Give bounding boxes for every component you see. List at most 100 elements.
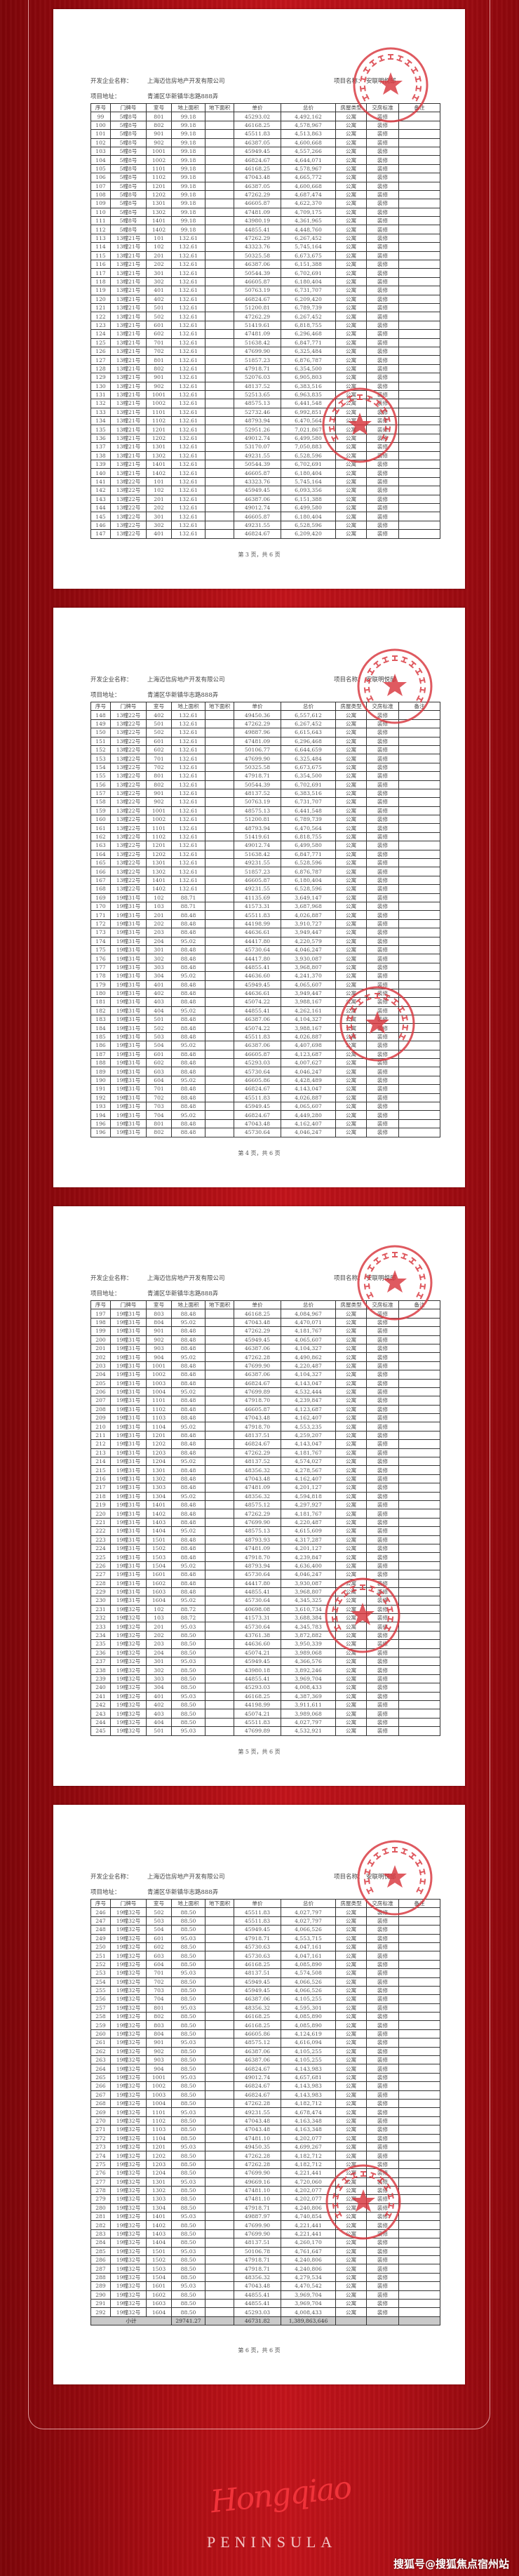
table-cell: 115 [90,251,111,261]
table-cell: 19幢31号 [110,1093,147,1102]
table-cell: 45293.03 [234,1683,281,1693]
table-cell: 公寓 [335,1370,367,1380]
table-cell: 45949.45 [234,146,281,156]
table-cell: 44855.41 [234,1674,281,1684]
table-cell: 19幢31号 [110,1110,147,1120]
table-cell: 19幢31号 [110,1448,147,1458]
table-cell: 1502 [146,1543,172,1554]
table-cell: 公寓 [335,1587,367,1597]
table-cell [205,901,234,912]
table-cell [205,502,234,513]
table-cell: 公寓 [335,459,367,469]
table-cell: 604 [146,1075,172,1086]
table-cell: 装修 [366,1361,399,1371]
logo-main-text: PENINSULA [207,2533,337,2551]
table-cell [398,1335,440,1344]
table-cell: 801 [146,2003,172,2013]
table-cell [205,1032,234,1042]
table-cell: 1402 [146,884,172,894]
table-cell: 4,574,508 [281,1968,336,1978]
table-cell: 3,968,807 [281,1587,336,1597]
table-cell: 288 [90,2272,111,2283]
table-cell: 95.03 [171,2246,205,2257]
table-cell: 6,818,755 [281,832,336,842]
table-cell: 19幢31号 [110,1352,147,1362]
table-row: 284 19幢32号 1404 88.50 48137.51 4,260,170 公寓 装修 [90,2238,440,2248]
table-cell: 19幢31号 [110,1413,147,1423]
table-cell: 88.48 [171,1500,205,1510]
table-cell: 19幢31号 [110,1032,147,1042]
table-cell: 88.50 [171,1648,205,1658]
table-cell: 46824.67 [234,294,281,305]
table-cell: 302 [146,954,172,963]
table-cell: 公寓 [335,129,367,139]
table-row: 270 19幢32号 1102 88.50 47043.48 4,163,348 公寓 装修 [90,2116,440,2126]
table-cell: 108 [90,189,111,200]
table-cell [205,1396,234,1406]
subtotal-row: 小计 29741.27 46731.82 1,389,863,646 [90,2316,440,2326]
table-cell: 公寓 [335,529,367,539]
table-cell: 100 [90,120,111,131]
address-label: 项目地址： [90,93,121,100]
table-cell: 4,181,767 [281,1448,336,1458]
table-cell: 256 [90,1994,111,2004]
table-cell: 13幢21号 [110,363,147,374]
table-cell: 303 [146,962,172,973]
table-cell: 88.50 [171,2125,205,2135]
table-row: 255 19幢32号 703 88.50 45949.45 4,066,526 公寓 装修 [90,1985,440,1996]
table-cell: 47918.71 [234,771,281,781]
table-cell: 6,702,691 [281,268,336,278]
table-cell: 153 [90,754,111,763]
table-cell: 公寓 [335,2177,367,2187]
table-cell [205,1942,234,1952]
table-cell: 185 [90,1032,111,1042]
table-cell: 109 [90,199,111,208]
table-row: 163 13幢22号 1201 132.61 49012.74 6,499,580 公寓 装修 [90,841,440,850]
table-cell: 118 [90,276,111,287]
table-cell: 156 [90,780,111,789]
table-cell: 19幢31号 [110,1309,147,1319]
table-cell: 88.48 [171,1378,205,1388]
table-cell: 装修 [366,1084,399,1094]
developer-label: 开发企业名称： [90,1275,133,1282]
table-cell [398,1717,440,1728]
table-cell: 装修 [366,1500,399,1510]
table-cell: 49012.74 [234,433,281,443]
table-cell [205,146,234,156]
column-header: 门牌号 [110,102,147,113]
table-cell [398,286,440,295]
table-cell [205,1665,234,1675]
table-cell: 装修 [366,945,399,955]
table-cell: 102 [90,138,111,147]
table-cell: 5幢8号 [110,181,147,191]
table-cell [398,1709,440,1719]
table-cell [205,2177,234,2187]
table-cell: 132.61 [171,823,205,833]
table-cell: 225 [90,1552,111,1562]
table-cell: 1101 [146,1396,172,1406]
table-cell: 124 [90,329,111,339]
table-cell [205,1413,234,1423]
table-cell: 46387.06 [234,1994,281,2004]
table-cell: 132.61 [171,797,205,807]
table-cell: 197 [90,1309,111,1319]
table-cell [398,129,440,139]
table-cell: 49231.55 [234,451,281,461]
table-cell: 公寓 [335,997,367,1007]
table-cell [398,1968,440,1978]
table-cell: 公寓 [335,1413,367,1423]
table-cell: 装修 [366,329,399,339]
table-cell: 196 [90,1119,111,1129]
table-cell: 88.50 [171,2064,205,2074]
table-cell: 装修 [366,242,399,252]
table-cell: 132.61 [171,399,205,408]
table-cell [398,1951,440,1961]
table-cell: 88.48 [171,1023,205,1033]
table-cell: 254 [90,1977,111,1987]
table-cell: 176 [90,954,111,963]
table-cell [398,302,440,313]
table-cell: 4,594,818 [281,1491,336,1502]
table-row: 229 19幢31号 1603 88.48 44855.41 3,968,807 公寓 装修 [90,1587,440,1597]
table-cell: 公寓 [335,1006,367,1016]
column-header: 总价 [281,1300,336,1310]
